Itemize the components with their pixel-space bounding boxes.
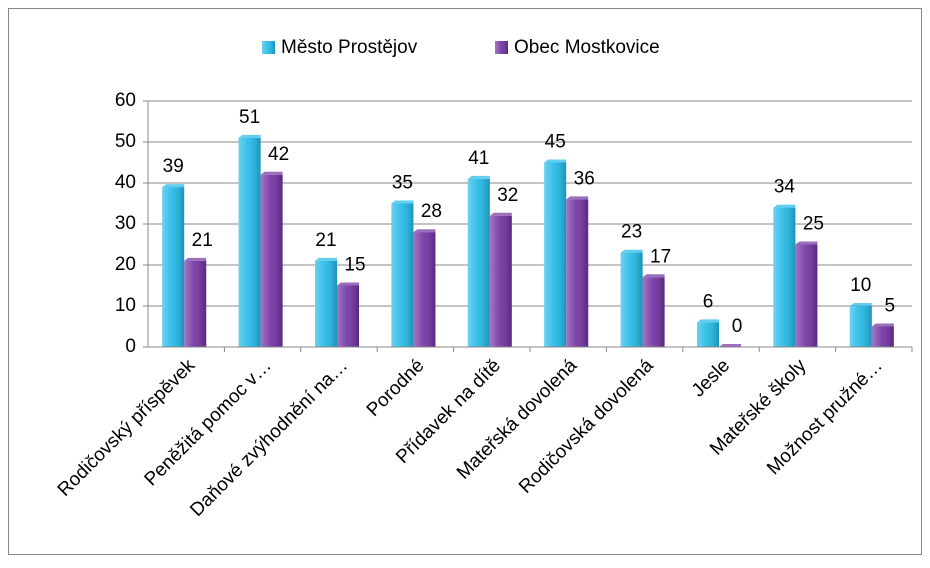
bar-top <box>238 134 261 138</box>
bar-shade <box>871 326 894 347</box>
bar-top <box>391 200 414 204</box>
data-label: 6 <box>703 291 714 312</box>
y-tick-label: 30 <box>115 213 136 234</box>
bar-shade <box>795 244 818 347</box>
bar-shade <box>391 203 414 347</box>
bar-shade <box>162 187 185 347</box>
legend-label: Obec Mostkovice <box>514 37 660 58</box>
y-tick-label: 60 <box>115 90 136 111</box>
bar-top <box>871 323 894 327</box>
bar-shade <box>315 260 337 347</box>
data-label: 25 <box>803 214 824 235</box>
bar-shade <box>849 306 872 347</box>
bar-top <box>719 344 741 347</box>
bar-shade <box>489 215 512 347</box>
bar-shade <box>642 277 665 347</box>
chart-border <box>8 8 922 555</box>
bar-shade <box>620 252 643 347</box>
bar-shade <box>337 285 359 347</box>
bar-top <box>849 303 872 306</box>
bar-top <box>642 274 665 278</box>
data-label: 36 <box>574 168 595 189</box>
data-label: 5 <box>885 296 896 317</box>
data-label: 21 <box>315 230 336 251</box>
data-label: 35 <box>392 173 413 194</box>
bar-top <box>489 212 512 216</box>
bar-shade <box>773 207 796 347</box>
bar-top <box>467 175 490 179</box>
legend-swatch-shine <box>262 41 275 54</box>
bar-top <box>566 196 589 200</box>
bar-top <box>260 171 283 175</box>
bar-top <box>337 282 359 286</box>
bar-shade <box>184 260 207 347</box>
bar-shade <box>544 162 567 347</box>
data-label: 21 <box>192 230 213 251</box>
y-tick-label: 20 <box>115 254 136 275</box>
bar-shade <box>238 137 261 347</box>
bar-top <box>697 319 719 323</box>
y-tick-label: 40 <box>115 172 136 193</box>
data-label: 32 <box>497 185 518 206</box>
y-tick-label: 10 <box>115 295 136 316</box>
data-label: 17 <box>650 246 671 267</box>
data-label: 41 <box>468 148 489 169</box>
bar-top <box>315 257 337 261</box>
data-label: 23 <box>621 222 642 243</box>
data-label: 0 <box>732 316 743 337</box>
y-tick-label: 50 <box>115 131 136 152</box>
bar-shade <box>467 178 490 347</box>
data-label: 28 <box>421 201 442 222</box>
y-tick-label: 0 <box>125 336 136 357</box>
bar-shade <box>260 174 283 347</box>
bar-shade <box>697 322 719 347</box>
legend-label: Město Prostějov <box>281 37 418 58</box>
bar-shade <box>413 232 436 347</box>
bar-top <box>544 159 567 163</box>
data-label: 10 <box>850 275 871 296</box>
bar-top <box>162 184 185 188</box>
bar-top <box>773 204 796 208</box>
bar-top <box>184 257 207 261</box>
bar-shade <box>566 199 589 347</box>
bar-top <box>795 241 818 245</box>
bar-top <box>413 229 436 233</box>
data-label: 45 <box>545 132 566 153</box>
bar-top <box>620 249 643 253</box>
data-label: 15 <box>344 255 365 276</box>
data-label: 34 <box>774 177 796 198</box>
data-label: 42 <box>268 144 289 165</box>
legend-swatch-shine <box>495 41 508 54</box>
data-label: 39 <box>163 156 184 177</box>
data-label: 51 <box>239 107 260 128</box>
